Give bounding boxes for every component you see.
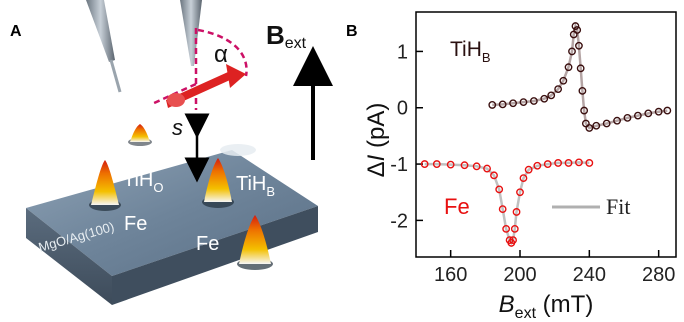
data-point [554, 159, 563, 167]
data-point [498, 100, 507, 109]
distance-label: s [172, 115, 183, 140]
data-point [460, 161, 469, 170]
substrate-top [26, 150, 318, 276]
tip-left [86, 0, 115, 62]
data-point [502, 224, 511, 233]
x-tick-label: 160 [434, 264, 467, 286]
data-point [654, 107, 663, 116]
data-point [564, 63, 573, 72]
substrate-side-left [26, 208, 112, 305]
tip-left-wire [109, 59, 122, 93]
data-point [547, 91, 556, 100]
data-point [633, 111, 642, 120]
cone-arc [197, 28, 248, 77]
atom-back-small [128, 124, 152, 146]
data-point [540, 94, 549, 103]
data-point [512, 208, 521, 216]
fit-line-0 [492, 22, 668, 130]
data-point [483, 164, 491, 173]
data-point [529, 97, 538, 105]
data-point [495, 185, 504, 194]
data-point [472, 162, 481, 171]
atom-fe-front [237, 215, 273, 270]
y-tick-label: 0 [397, 98, 408, 120]
atom-tiho [89, 160, 121, 211]
y-tick-label: 1 [397, 41, 408, 63]
data-point [543, 160, 552, 168]
data-point [510, 224, 519, 233]
atom-tihb [202, 158, 234, 208]
data-point [613, 116, 621, 125]
y-axis-label: ΔI (pA) [363, 103, 390, 178]
series-label-tihb: TiHB [450, 38, 491, 65]
data-point [585, 159, 594, 167]
data-point [490, 171, 498, 180]
plot-frame [415, 11, 677, 258]
data-point [663, 106, 672, 115]
alpha-label: α [214, 41, 228, 68]
series-label-fe: Fe [444, 194, 470, 219]
x-axis-label: Bext (mT) [499, 291, 594, 322]
chart-panel-b: 160 200 240 280 -2 -1 0 1 TiHB Fe Fit ΔI (pA) B… [363, 11, 677, 322]
panel-a: TiHO TiHB Fe Fe MgO/Ag(100) α s Bext [26, 0, 333, 305]
data-point [554, 85, 563, 94]
data-point [578, 86, 587, 95]
label-tihb: TiHB [236, 173, 275, 199]
data-point [509, 236, 517, 245]
label-fe-1: Fe [124, 213, 147, 235]
data-point [568, 47, 576, 56]
label-tiho: TiHO [123, 169, 164, 195]
data-point [446, 160, 455, 169]
data-point [644, 109, 653, 118]
data-point [592, 121, 601, 130]
data-point [524, 165, 533, 174]
data-point [488, 101, 497, 109]
substrate-side-right [112, 206, 318, 305]
data-point [498, 205, 507, 214]
data-point [533, 161, 542, 170]
data-point [580, 106, 589, 115]
tip-main [180, 0, 202, 66]
data-point [576, 64, 585, 73]
data-point [432, 160, 441, 168]
y-tick-label: -1 [390, 154, 408, 176]
surface-bump [220, 144, 256, 156]
data-point [623, 113, 632, 122]
x-tick-label: 200 [503, 264, 536, 286]
data-point [602, 119, 611, 128]
data-point [575, 41, 583, 50]
data-point [571, 22, 580, 30]
x-tick-label: 240 [573, 264, 606, 286]
tip-spin-arrow [166, 64, 246, 108]
data-point [573, 26, 582, 34]
panel-label-a: A [10, 23, 22, 40]
data-point [420, 160, 429, 168]
data-point [559, 76, 568, 85]
data-point [564, 159, 573, 167]
bext-label: Bext [266, 20, 307, 52]
panel-label-b: B [346, 23, 358, 40]
legend-fit-label: Fit [606, 194, 630, 219]
data-point [516, 188, 524, 197]
data-point [575, 158, 583, 167]
x-tick-label: 280 [642, 264, 675, 286]
y-tick-label: -2 [390, 210, 408, 232]
data-point [585, 124, 594, 132]
data-point [519, 98, 528, 107]
data-point [509, 99, 517, 108]
data-point [519, 174, 528, 183]
label-fe-2: Fe [196, 233, 219, 255]
